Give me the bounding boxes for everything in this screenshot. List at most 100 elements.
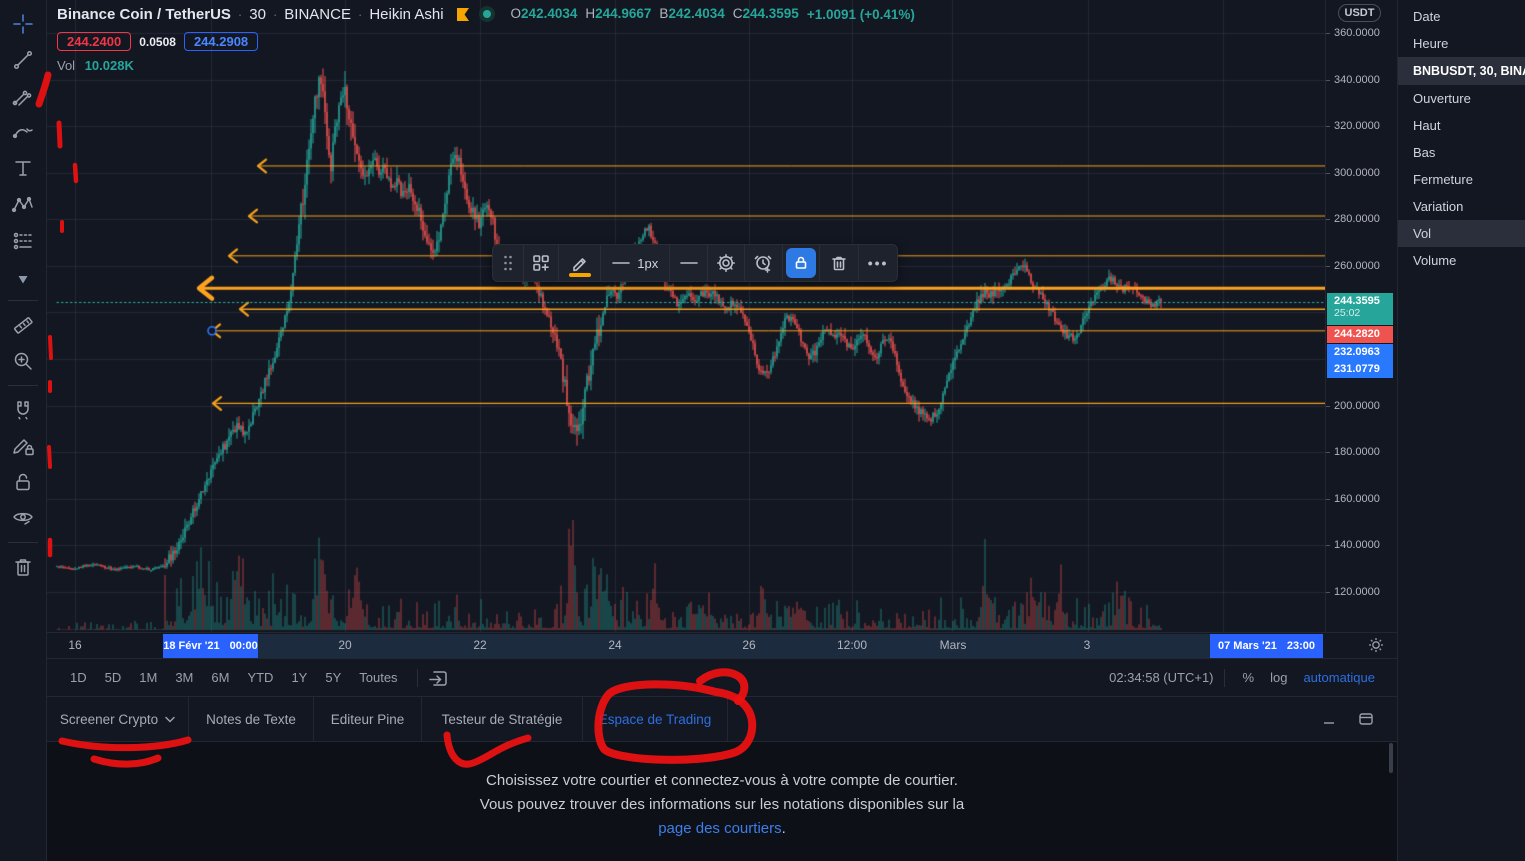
range-toolbar: 1D 5D 1M 3M 6M YTD 1Y 5Y Toutes 02:34:58 (UTC+1)…	[47, 658, 1397, 696]
drawing-mode-lock-button[interactable]	[4, 429, 42, 463]
ohlc-value: C244.3595	[733, 6, 799, 21]
measure-tool[interactable]	[4, 308, 42, 342]
forecast-lines-icon	[13, 232, 32, 250]
gear-icon	[1369, 638, 1383, 652]
hide-drawings-button[interactable]	[4, 501, 42, 535]
arrow-marker-tool[interactable]	[4, 259, 42, 293]
remove-drawings-button[interactable]	[4, 550, 42, 584]
range-button-1m[interactable]: 1M	[139, 670, 158, 685]
trend-line-tool[interactable]	[4, 43, 42, 77]
sidebar-row-volume[interactable]: Volume	[1413, 253, 1457, 268]
range-button-5y[interactable]: 5Y	[325, 670, 342, 685]
range-button-1y[interactable]: 1Y	[291, 670, 308, 685]
range-button-6m[interactable]: 6M	[211, 670, 230, 685]
price-axis[interactable]: USDT 360.0000 340.0000 320.0000 300.0000 280…	[1325, 0, 1397, 632]
price-axis-badge[interactable]: 231.0779	[1327, 361, 1393, 378]
delete-drawing-button[interactable]	[819, 245, 858, 281]
go-to-date-icon	[428, 670, 447, 686]
floating-drawing-toolbar[interactable]: 1px •••	[492, 244, 898, 282]
gann-fork-tool[interactable]	[4, 79, 42, 113]
sidebar-row-vol[interactable]: Vol	[1398, 220, 1525, 247]
sidebar-row-variation[interactable]: Variation	[1413, 199, 1464, 214]
panel-scrollbar-thumb[interactable]	[1389, 743, 1393, 773]
symbol-title[interactable]: Binance Coin / TetherUS · 30 · BINANCE · Heiki…	[57, 6, 444, 23]
clock-timezone[interactable]: 02:34:58 (UTC+1)	[1109, 670, 1214, 685]
lock-all-drawings-button[interactable]	[4, 465, 42, 499]
price-axis-badge[interactable]: 232.0963	[1327, 344, 1393, 361]
lock-drawing-button[interactable]	[781, 245, 820, 281]
tab-espace-de-trading[interactable]: Espace de Trading	[583, 697, 728, 741]
data-window-sidebar: Date Heure BNBUSDT, 30, BINANCE Ouverture Ha…	[1397, 0, 1525, 861]
time-range-badge[interactable]: 07 Mars '21 23:00	[1210, 634, 1323, 658]
maximize-panel-icon[interactable]	[1357, 710, 1375, 728]
sidebar-row-ouverture[interactable]: Ouverture	[1413, 91, 1471, 106]
time-range-selection[interactable]	[163, 634, 1323, 659]
crosshair-icon	[13, 14, 33, 34]
magnet-mode-button[interactable]	[4, 393, 42, 427]
toolbar-drag-handle[interactable]	[493, 245, 523, 281]
range-button-toutes[interactable]: Toutes	[359, 670, 398, 685]
save-template-button[interactable]	[522, 245, 558, 281]
tab-testeur-de-stratégie[interactable]: Testeur de Stratégie	[422, 697, 583, 741]
line-style-button[interactable]	[669, 245, 707, 281]
brush-curve-tool[interactable]	[4, 115, 42, 149]
prediction-tool[interactable]	[4, 223, 42, 257]
lock-icon	[795, 256, 807, 269]
price-tick-label: 120.0000	[1326, 585, 1380, 598]
ohlc-number: 244.9667	[595, 6, 652, 21]
ask-price-badge[interactable]: 244.2908	[183, 32, 259, 51]
pattern-xabcd-tool[interactable]	[4, 187, 42, 221]
time-range-badge[interactable]: 18 Févr '21 00:00	[163, 634, 258, 658]
more-options-button[interactable]: •••	[858, 245, 897, 281]
ohlc-number: 244.3595	[742, 6, 799, 21]
tab-label: Editeur Pine	[330, 711, 405, 727]
link-suffix: .	[781, 820, 786, 837]
tab-editeur-pine[interactable]: Editeur Pine	[314, 697, 422, 741]
ohlc-value: H244.9667	[585, 6, 651, 21]
sidebar-row-bnbusdt[interactable]: BNBUSDT, 30, BINANCE	[1398, 57, 1525, 85]
minimize-panel-icon[interactable]	[1321, 711, 1337, 727]
ohlc-number: 242.4034	[668, 6, 725, 21]
price-tick-label: 280.0000	[1326, 213, 1380, 226]
cursor-crosshair-tool[interactable]	[4, 7, 42, 41]
add-alert-button[interactable]	[743, 245, 782, 281]
tab-label: Screener Crypto	[59, 711, 159, 727]
price-tick-label: 200.0000	[1326, 399, 1380, 412]
time-axis[interactable]: 16 20 22 24 26 12:00 Mars 3 18 Févr '21 00:00 07 …	[47, 632, 1397, 659]
scale-button-%[interactable]: %	[1242, 670, 1255, 685]
brokers-page-link[interactable]: page des courtiers	[658, 820, 782, 837]
line-color-button[interactable]	[557, 245, 601, 281]
go-to-date-button[interactable]	[428, 668, 448, 688]
range-button-5d[interactable]: 5D	[104, 670, 122, 685]
scale-buttons: % log automatique	[1235, 666, 1383, 689]
zoom-in-tool[interactable]	[4, 344, 42, 378]
symbol-title-row[interactable]: Binance Coin / TetherUS · 30 · BINANCE · Heiki…	[57, 4, 915, 24]
settings-button[interactable]	[706, 245, 744, 281]
sidebar-row-haut[interactable]: Haut	[1413, 118, 1441, 133]
tab-notes-de-texte[interactable]: Notes de Texte	[189, 697, 314, 741]
pencil-lock-icon	[13, 439, 34, 456]
tab-screener-crypto[interactable]: Screener Crypto	[47, 697, 189, 741]
eye-icon	[13, 512, 33, 525]
line-width-button[interactable]: 1px	[600, 245, 669, 281]
scale-button-automatique[interactable]: automatique	[1303, 670, 1375, 685]
currency-badge[interactable]: USDT	[1338, 4, 1381, 22]
ohlc-letter: B	[659, 6, 669, 21]
sidebar-row-date[interactable]: Date	[1413, 9, 1441, 24]
price-chart-canvas[interactable]	[47, 0, 1325, 632]
text-tool[interactable]	[4, 151, 42, 185]
range-button-ytd[interactable]: YTD	[247, 670, 274, 685]
price-axis-badge[interactable]: 244.2820	[1327, 326, 1393, 343]
price-axis-badge[interactable]: 244.3595 25:02	[1327, 293, 1393, 325]
range-button-1d[interactable]: 1D	[70, 670, 87, 685]
sidebar-row-heure[interactable]: Heure	[1413, 36, 1449, 51]
scale-button-log[interactable]: log	[1270, 670, 1288, 685]
range-button-3m[interactable]: 3M	[175, 670, 194, 685]
time-axis-settings-button[interactable]	[1367, 636, 1385, 659]
sidebar-row-bas[interactable]: Bas	[1413, 145, 1436, 160]
sidebar-row-fermeture[interactable]: Fermeture	[1413, 172, 1473, 187]
price-tick-label: 180.0000	[1326, 446, 1380, 459]
bid-price-badge[interactable]: 244.2400	[57, 32, 132, 51]
flag-bookmark-icon[interactable]	[454, 6, 471, 23]
title-separator: ·	[272, 6, 278, 22]
